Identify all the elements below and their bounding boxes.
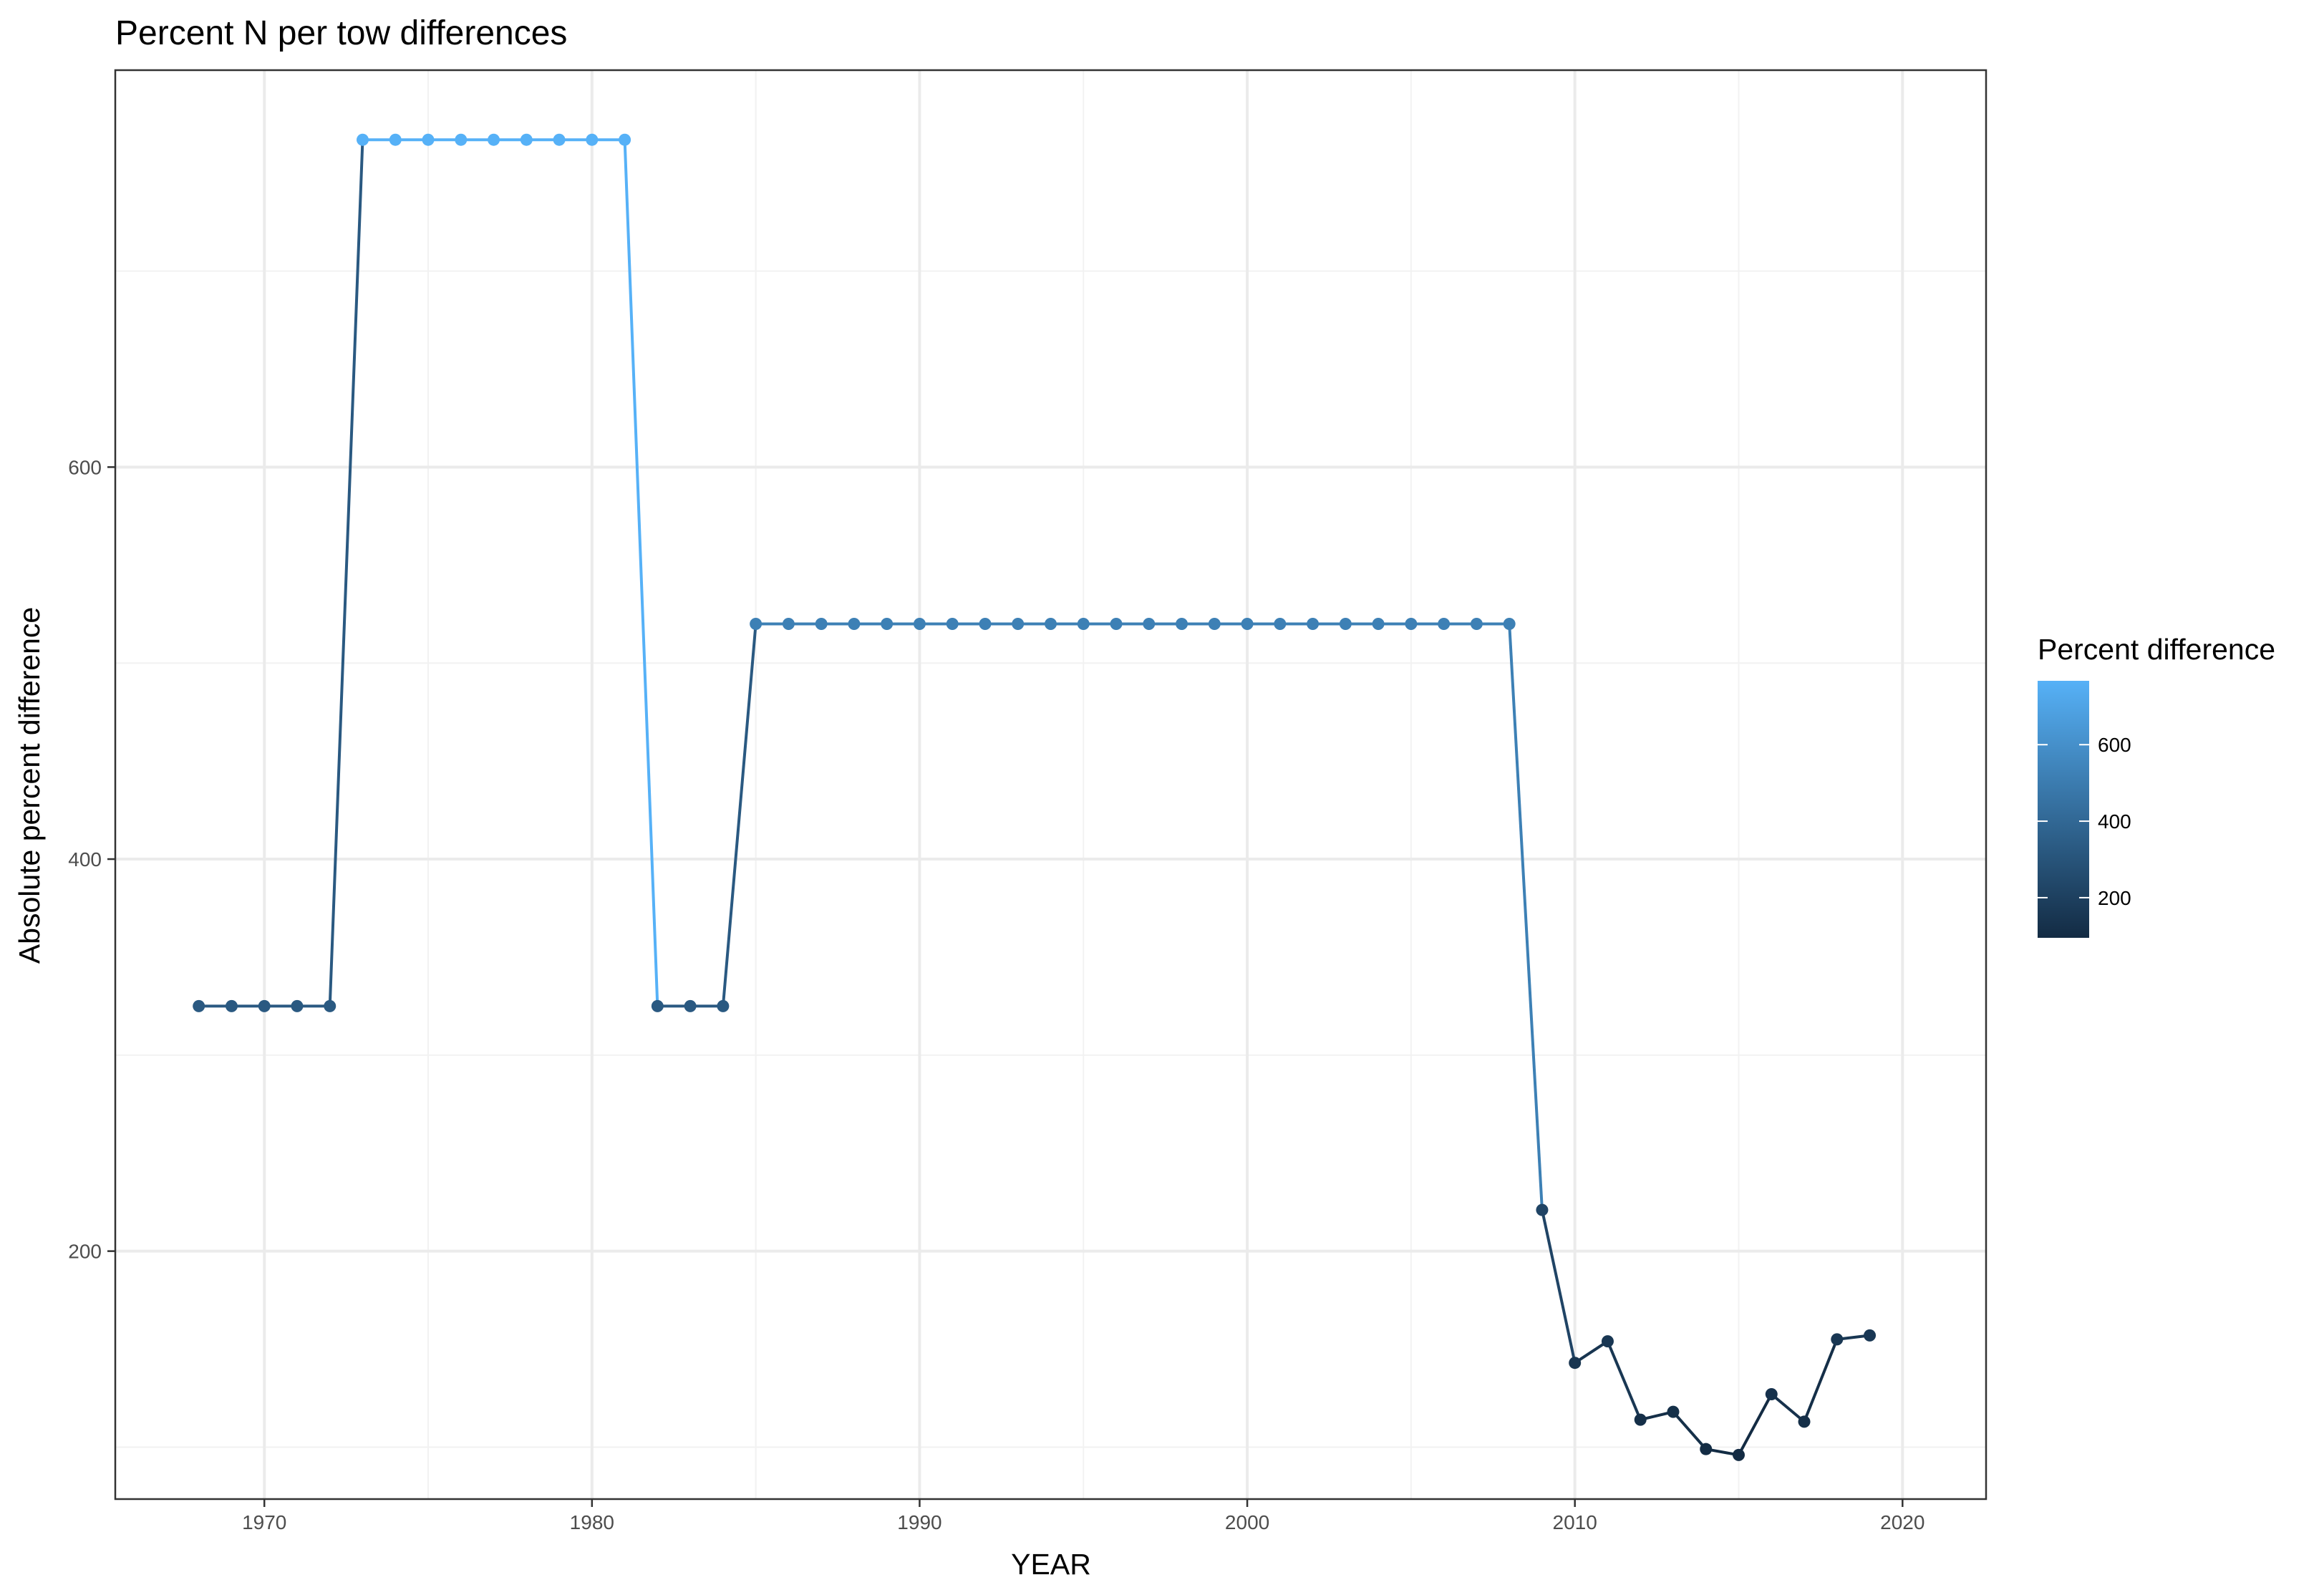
- x-axis: 1970 1980 1990 2000 2010 2020: [242, 1499, 1924, 1533]
- data-point: [1798, 1415, 1811, 1428]
- y-axis-title: Absolute percent difference: [13, 607, 46, 964]
- data-point: [1045, 617, 1057, 630]
- data-point: [1208, 617, 1221, 630]
- data-point: [1012, 617, 1025, 630]
- data-point: [1405, 617, 1418, 630]
- color-legend: Percent difference 200 400 600: [2038, 633, 2275, 938]
- data-point: [389, 133, 402, 146]
- data-point: [1274, 617, 1287, 630]
- data-point: [1077, 617, 1090, 630]
- data-point: [1372, 617, 1385, 630]
- y-axis: 200 400 600: [68, 456, 115, 1263]
- data-point: [782, 617, 795, 630]
- data-point: [651, 999, 664, 1012]
- data-point: [684, 999, 697, 1012]
- line-segment: [721, 624, 757, 1007]
- data-point: [1831, 1333, 1844, 1346]
- data-point: [1864, 1329, 1877, 1342]
- data-point: [815, 617, 828, 630]
- y-tick-label: 200: [68, 1241, 102, 1263]
- data-point: [619, 133, 631, 146]
- data-point: [1503, 617, 1516, 630]
- data-point: [1700, 1443, 1713, 1455]
- line-segment: [1574, 1339, 1609, 1364]
- data-point: [1470, 617, 1483, 630]
- line-segment: [1737, 1393, 1773, 1456]
- data-point: [1110, 617, 1123, 630]
- colorbar: [2038, 681, 2089, 938]
- y-tick-label: 600: [68, 456, 102, 478]
- x-tick-label: 2000: [1225, 1511, 1269, 1533]
- data-point: [1732, 1448, 1745, 1461]
- data-point: [946, 617, 959, 630]
- data-line: [198, 138, 1870, 1457]
- data-point: [1601, 1335, 1614, 1348]
- x-tick-label: 1970: [242, 1511, 286, 1533]
- data-point: [520, 133, 533, 146]
- data-point: [1667, 1405, 1680, 1418]
- data-point: [422, 133, 435, 146]
- line-segment: [623, 140, 659, 1007]
- line-segment: [1508, 624, 1544, 1211]
- data-point: [1339, 617, 1352, 630]
- data-point: [488, 133, 500, 146]
- x-tick-label: 2010: [1553, 1511, 1597, 1533]
- data-point: [913, 617, 926, 630]
- data-point: [586, 133, 599, 146]
- line-segment: [328, 140, 364, 1007]
- legend-label: 400: [2098, 810, 2131, 833]
- line-segment: [1672, 1410, 1708, 1450]
- data-point: [225, 999, 238, 1012]
- data-point: [1765, 1388, 1778, 1401]
- data-point: [291, 999, 304, 1012]
- data-point: [1307, 617, 1320, 630]
- legend-label: 200: [2098, 887, 2131, 909]
- legend-title: Percent difference: [2038, 633, 2275, 666]
- data-point: [357, 133, 369, 146]
- y-tick-label: 400: [68, 848, 102, 871]
- x-tick-label: 1980: [570, 1511, 614, 1533]
- data-point: [881, 617, 894, 630]
- panel-border: [114, 69, 1987, 1501]
- legend-label: 600: [2098, 734, 2131, 756]
- data-point: [1143, 617, 1156, 630]
- data-point: [1438, 617, 1451, 630]
- data-point: [455, 133, 468, 146]
- grid-major: [115, 70, 1986, 1499]
- line-segment: [1606, 1340, 1642, 1420]
- data-point: [1241, 617, 1254, 630]
- data-point: [1569, 1357, 1582, 1370]
- plot-panel: [114, 69, 1987, 1501]
- data-point: [1536, 1203, 1549, 1216]
- data-points: [193, 133, 1877, 1461]
- x-tick-label: 2020: [1880, 1511, 1924, 1533]
- data-point: [848, 617, 861, 630]
- data-point: [553, 133, 566, 146]
- x-tick-label: 1990: [897, 1511, 941, 1533]
- chart-title: Percent N per tow differences: [115, 14, 567, 52]
- data-point: [1634, 1413, 1647, 1426]
- grid-minor: [115, 70, 1986, 1499]
- data-point: [258, 999, 271, 1012]
- data-point: [1176, 617, 1188, 630]
- data-point: [979, 617, 992, 630]
- data-point: [324, 999, 337, 1012]
- line-segment: [1803, 1339, 1839, 1422]
- data-point: [717, 999, 730, 1012]
- x-axis-title: YEAR: [1011, 1548, 1091, 1581]
- legend-ticks: 200 400 600: [2038, 734, 2131, 909]
- line-segment: [1770, 1392, 1806, 1423]
- data-point: [750, 617, 762, 630]
- line-segment: [1540, 1209, 1577, 1364]
- data-point: [193, 999, 205, 1012]
